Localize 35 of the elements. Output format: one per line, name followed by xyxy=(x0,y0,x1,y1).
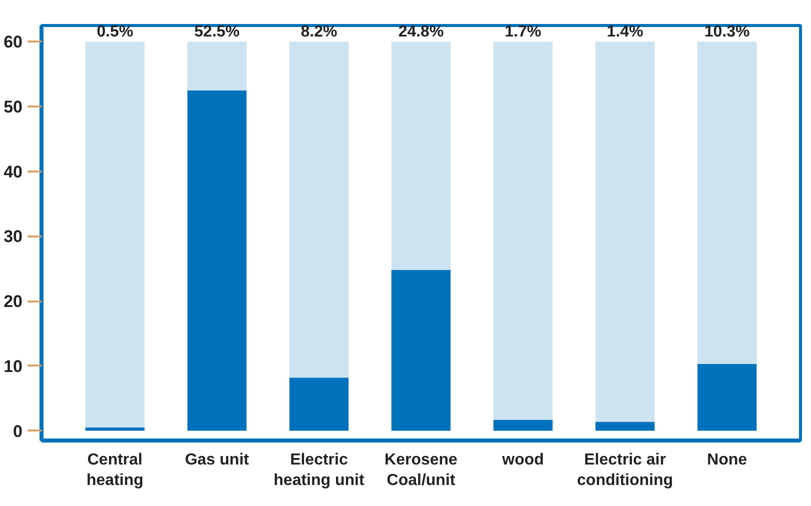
y-tick-label: 0 xyxy=(13,422,23,441)
annotation: 1.4% xyxy=(606,24,644,41)
y-tick-label: 20 xyxy=(4,292,23,312)
bar xyxy=(187,90,247,431)
x-tick-label: Electric air conditioning xyxy=(577,452,674,489)
y-tick-label: 10 xyxy=(4,356,23,376)
y-tick-label: 40 xyxy=(4,162,23,182)
annotation: 0.5% xyxy=(96,24,134,41)
x-tick-label: None xyxy=(707,452,748,468)
bar xyxy=(493,42,553,420)
bar xyxy=(697,42,757,364)
x-tick-label: Central heating xyxy=(86,452,144,489)
bar xyxy=(697,364,757,431)
bar xyxy=(595,422,655,431)
x-tick-label: Electric heating unit xyxy=(274,452,365,489)
x-tick-label: Kerosene Coal/unit xyxy=(384,452,458,489)
y-tick-label: 50 xyxy=(4,98,23,117)
y-tick-label: 60 xyxy=(4,32,23,52)
bar xyxy=(85,42,145,428)
annotation: 8.2% xyxy=(300,24,338,41)
annotation: 1.7% xyxy=(504,24,542,41)
bar xyxy=(187,42,247,90)
annotation: 10.3% xyxy=(704,24,750,41)
x-tick-label: wood xyxy=(501,452,544,468)
bar xyxy=(391,270,451,431)
bar xyxy=(391,42,451,270)
bar xyxy=(595,42,655,422)
x-tick-label: Gas unit xyxy=(184,452,250,468)
bar xyxy=(493,420,553,431)
bar xyxy=(289,42,349,378)
annotation: 24.8% xyxy=(398,24,444,41)
y-tick-label: 30 xyxy=(4,227,23,246)
bar xyxy=(289,378,349,431)
bar xyxy=(85,428,145,431)
annotation: 52.5% xyxy=(194,24,240,41)
